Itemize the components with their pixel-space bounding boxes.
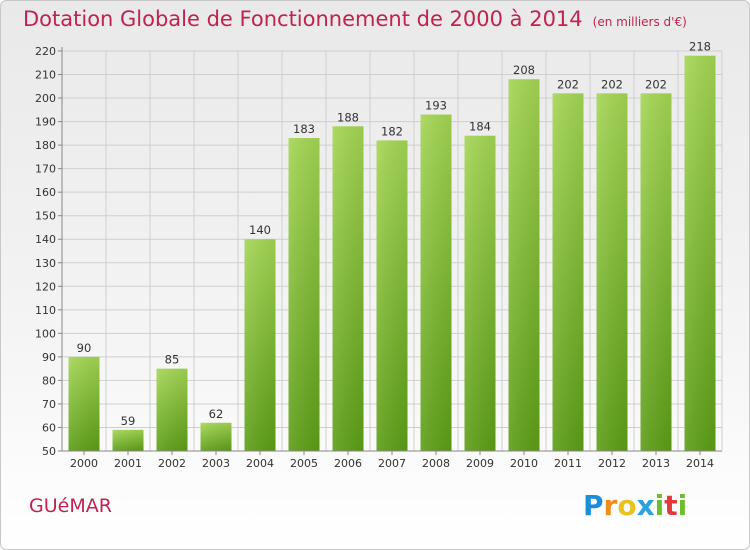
y-tick-label: 220	[35, 45, 56, 58]
bar-value-label: 182	[381, 124, 403, 138]
bar-shine	[508, 79, 540, 451]
y-tick-label: 180	[35, 139, 56, 152]
bar-value-label: 59	[121, 414, 136, 428]
bar-shine	[288, 138, 320, 451]
x-tick-label: 2005	[290, 457, 318, 470]
x-tick-label: 2013	[642, 457, 670, 470]
y-tick-label: 150	[35, 210, 56, 223]
bar-shine	[684, 55, 716, 452]
y-tick-label: 190	[35, 116, 56, 129]
y-tick-label: 60	[42, 421, 56, 434]
x-tick-label: 2009	[466, 457, 494, 470]
y-tick-label: 170	[35, 163, 56, 176]
logo-letter: r	[603, 489, 618, 522]
logo-letter: i	[654, 489, 665, 522]
bar-shine	[112, 429, 144, 451]
logo-letter: x	[636, 489, 655, 522]
chart-title: Dotation Globale de Fonctionnement de 20…	[23, 7, 687, 31]
x-tick-label: 2011	[554, 457, 582, 470]
logo-letter: i	[677, 489, 688, 522]
bar-shine	[332, 126, 364, 451]
bar-shine	[552, 93, 584, 452]
bar-value-label: 218	[689, 40, 711, 54]
y-tick-label: 80	[42, 374, 56, 387]
proxiti-logo: Proxiti	[583, 489, 687, 522]
bar-value-label: 193	[425, 99, 447, 113]
x-tick-label: 2010	[510, 457, 538, 470]
y-tick-label: 90	[42, 351, 56, 364]
x-tick-label: 2000	[70, 457, 98, 470]
x-tick-label: 2006	[334, 457, 362, 470]
bar-shine	[596, 93, 628, 452]
bar-value-label: 140	[249, 223, 271, 237]
bar-value-label: 202	[645, 77, 667, 91]
bar-value-label: 183	[293, 122, 315, 136]
y-tick-label: 210	[35, 69, 56, 82]
bar-value-label: 184	[469, 120, 491, 134]
x-tick-label: 2008	[422, 457, 450, 470]
bar-shine	[640, 93, 672, 452]
y-tick-label: 120	[35, 280, 56, 293]
bar-shine	[420, 114, 452, 451]
bar-value-label: 62	[209, 407, 224, 421]
y-tick-label: 50	[42, 445, 56, 458]
x-tick-label: 2014	[686, 457, 714, 470]
commune-name: GUéMAR	[29, 495, 112, 517]
logo-letter: P	[583, 489, 604, 522]
bar-shine	[68, 356, 100, 451]
y-tick-label: 70	[42, 398, 56, 411]
bar-shine	[200, 422, 232, 451]
x-tick-label: 2012	[598, 457, 626, 470]
bar-value-label: 202	[601, 77, 623, 91]
bar-shine	[376, 140, 408, 452]
bar-value-label: 202	[557, 77, 579, 91]
y-tick-label: 100	[35, 327, 56, 340]
unit-text: (en milliers d'€)	[592, 15, 687, 29]
x-tick-label: 2002	[158, 457, 186, 470]
x-tick-label: 2004	[246, 457, 274, 470]
x-tick-label: 2007	[378, 457, 406, 470]
bar-value-label: 188	[337, 110, 359, 124]
bar-value-label: 85	[165, 353, 180, 367]
y-tick-label: 130	[35, 257, 56, 270]
bar-value-label: 90	[77, 341, 92, 355]
y-tick-label: 160	[35, 186, 56, 199]
logo-letter: t	[664, 489, 678, 522]
y-tick-label: 110	[35, 304, 56, 317]
bar-value-label: 208	[513, 63, 535, 77]
bar-shine	[156, 368, 188, 451]
bar-shine	[464, 135, 496, 452]
title-text: Dotation Globale de Fonctionnement de 20…	[23, 7, 583, 31]
bar-shine	[244, 239, 276, 451]
y-tick-label: 200	[35, 92, 56, 105]
logo-letter: o	[617, 489, 637, 522]
y-tick-label: 140	[35, 233, 56, 246]
x-tick-label: 2003	[202, 457, 230, 470]
x-tick-label: 2001	[114, 457, 142, 470]
